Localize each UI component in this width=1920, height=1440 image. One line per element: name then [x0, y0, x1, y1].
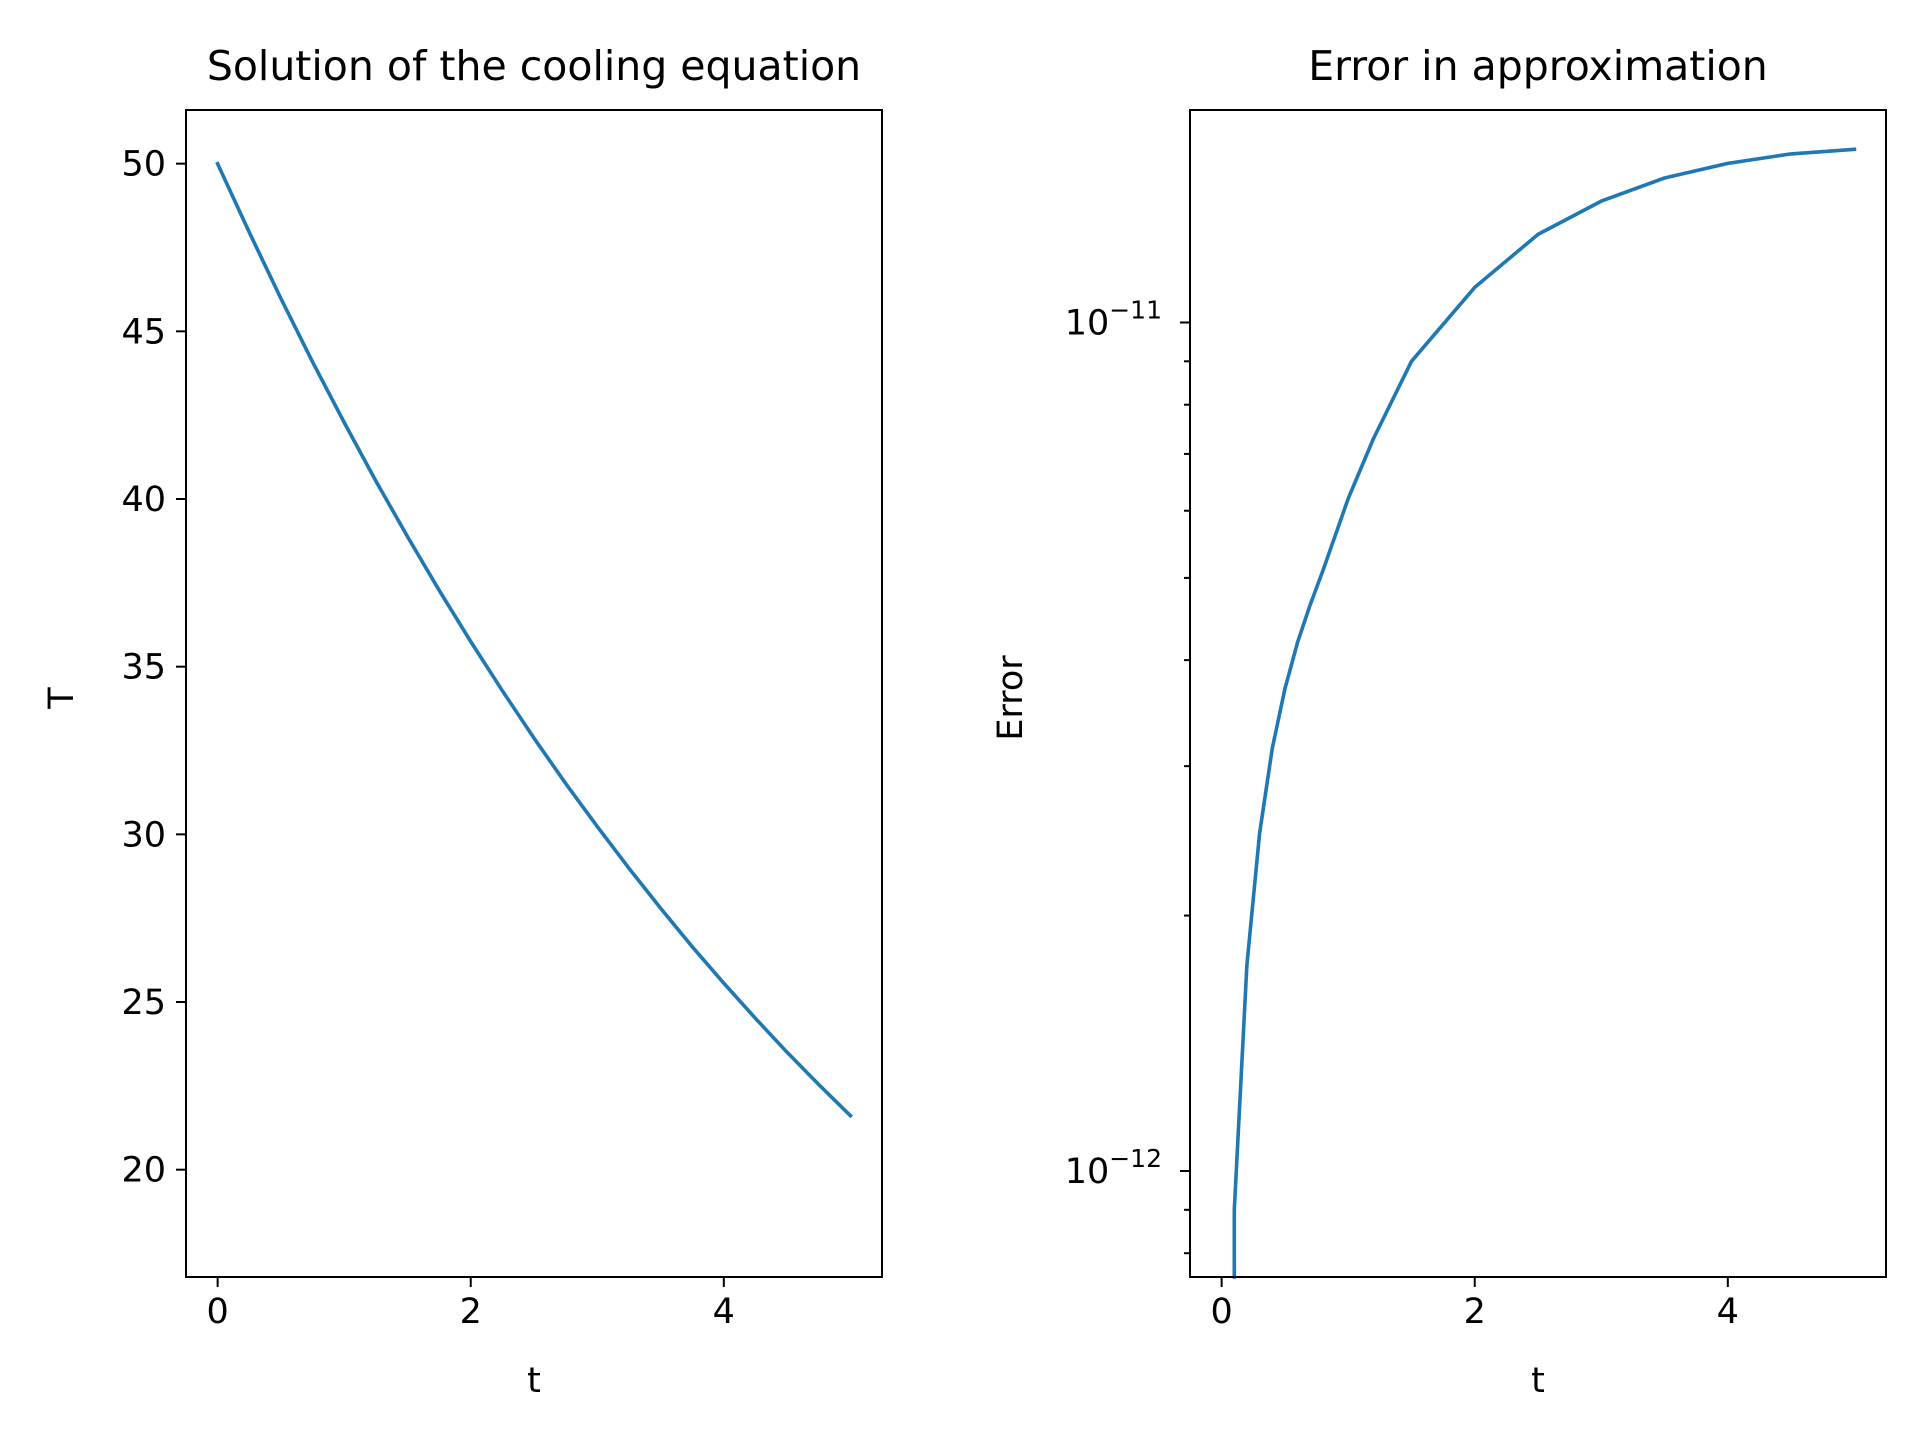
x-tick-label: 2	[460, 1292, 482, 1332]
y-tick-label: 10−11	[1065, 295, 1162, 343]
left-plot-area	[215, 161, 853, 1119]
x-tick-label: 4	[1717, 1292, 1739, 1332]
left-axes-frame	[185, 109, 883, 1278]
y-tick-label: 40	[121, 480, 166, 520]
left-chart-title: Solution of the cooling equation	[207, 42, 861, 90]
series-line	[1232, 147, 1857, 1279]
y-tick-label: 25	[121, 983, 166, 1023]
x-tick-label: 2	[1464, 1292, 1486, 1332]
x-tick-label: 0	[206, 1292, 228, 1332]
y-tick-label: 50	[121, 145, 166, 185]
right-axis-ticks: 0 2 4 10−12 10−11	[1065, 295, 1739, 1332]
y-tick-label: 20	[121, 1151, 166, 1191]
left-subplot: Solution of the cooling equation t T 0 2 4…	[42, 42, 883, 1401]
right-y-axis-label: Error	[991, 655, 1031, 741]
right-x-axis-label: t	[1531, 1361, 1545, 1401]
y-tick-label: 45	[121, 312, 166, 352]
x-tick-label: 4	[713, 1292, 735, 1332]
right-plot-area	[1232, 147, 1857, 1279]
series-line	[215, 161, 853, 1119]
left-axis-ticks: 0 2 4 20 25 30 35 40 45 50	[121, 145, 735, 1332]
left-y-axis-label: T	[42, 687, 82, 710]
right-axes-frame	[1189, 109, 1887, 1278]
right-chart-title: Error in approximation	[1308, 42, 1768, 90]
left-x-axis-label: t	[527, 1361, 541, 1401]
x-tick-label: 0	[1210, 1292, 1232, 1332]
y-tick-label: 30	[121, 815, 166, 855]
y-tick-label: 35	[121, 648, 166, 688]
y-tick-label: 10−12	[1065, 1144, 1162, 1192]
right-subplot: Error in approximation t Error 0 2 4 10−12 1…	[991, 42, 1887, 1401]
